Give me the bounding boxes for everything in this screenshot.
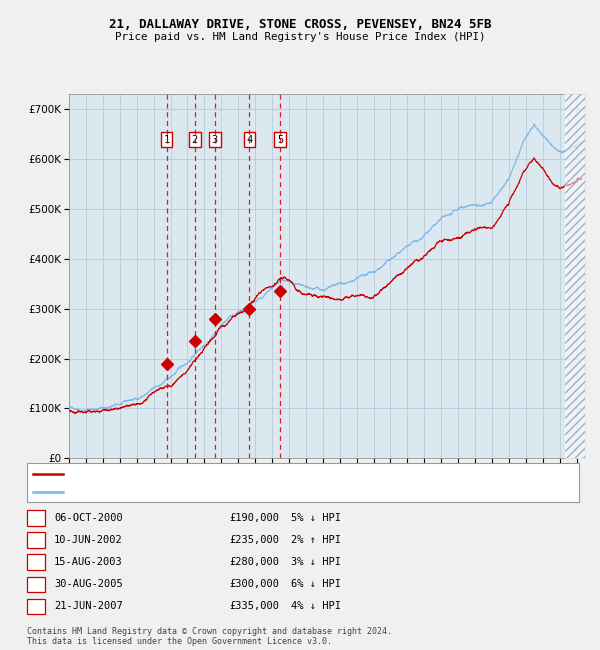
Text: 3: 3 [33, 557, 39, 567]
Text: 2: 2 [192, 135, 198, 145]
Text: 4: 4 [246, 135, 253, 145]
Text: 4% ↓ HPI: 4% ↓ HPI [291, 601, 341, 612]
Text: £235,000: £235,000 [229, 535, 279, 545]
Text: £335,000: £335,000 [229, 601, 279, 612]
Text: 06-OCT-2000: 06-OCT-2000 [54, 513, 123, 523]
Text: 3: 3 [212, 135, 218, 145]
Text: 6% ↓ HPI: 6% ↓ HPI [291, 579, 341, 590]
Text: This data is licensed under the Open Government Licence v3.0.: This data is licensed under the Open Gov… [27, 637, 332, 646]
Text: 4: 4 [33, 579, 39, 590]
Bar [565, 94, 585, 458]
Text: 30-AUG-2005: 30-AUG-2005 [54, 579, 123, 590]
Text: Contains HM Land Registry data © Crown copyright and database right 2024.: Contains HM Land Registry data © Crown c… [27, 627, 392, 636]
Text: HPI: Average price, detached house, Wealden: HPI: Average price, detached house, Weal… [69, 488, 316, 497]
Text: 21, DALLAWAY DRIVE, STONE CROSS, PEVENSEY, BN24 5FB: 21, DALLAWAY DRIVE, STONE CROSS, PEVENSE… [109, 18, 491, 31]
Text: 5: 5 [277, 135, 283, 145]
Text: Price paid vs. HM Land Registry's House Price Index (HPI): Price paid vs. HM Land Registry's House … [115, 32, 485, 42]
Text: 15-AUG-2003: 15-AUG-2003 [54, 557, 123, 567]
Text: 2% ↑ HPI: 2% ↑ HPI [291, 535, 341, 545]
Text: 5% ↓ HPI: 5% ↓ HPI [291, 513, 341, 523]
Text: 21, DALLAWAY DRIVE, STONE CROSS, PEVENSEY, BN24 5FB (detached house): 21, DALLAWAY DRIVE, STONE CROSS, PEVENSE… [69, 470, 460, 478]
Text: 1: 1 [163, 135, 170, 145]
Text: 21-JUN-2007: 21-JUN-2007 [54, 601, 123, 612]
Text: £190,000: £190,000 [229, 513, 279, 523]
Text: £280,000: £280,000 [229, 557, 279, 567]
Text: 3% ↓ HPI: 3% ↓ HPI [291, 557, 341, 567]
Text: 2: 2 [33, 535, 39, 545]
Text: 1: 1 [33, 513, 39, 523]
Text: 5: 5 [33, 601, 39, 612]
Text: 10-JUN-2002: 10-JUN-2002 [54, 535, 123, 545]
Text: £300,000: £300,000 [229, 579, 279, 590]
